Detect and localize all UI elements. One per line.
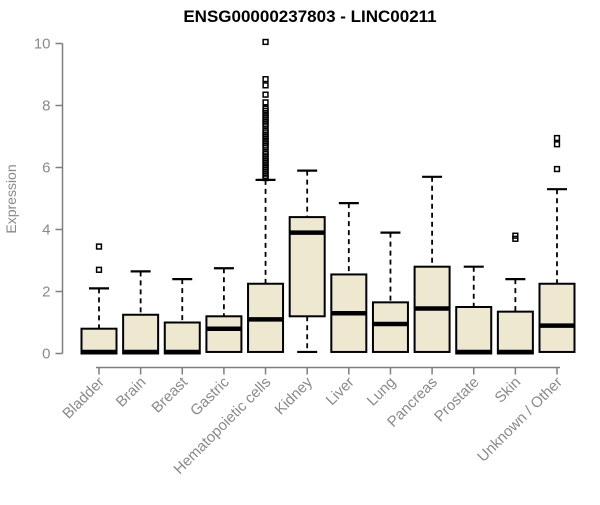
- box: [163, 321, 201, 355]
- box: [122, 313, 160, 355]
- y-axis-title: Expression: [3, 164, 19, 233]
- y-tick-label: 4: [42, 222, 50, 239]
- x-category-label: Prostate: [431, 374, 483, 426]
- box: [538, 282, 576, 353]
- outlier-point: [95, 266, 103, 273]
- x-category-label: Lung: [364, 374, 400, 410]
- outlier-point: [262, 91, 269, 98]
- box: [496, 310, 534, 355]
- y-tick-label: 0: [42, 346, 50, 363]
- box: [455, 306, 493, 355]
- x-category-label: Liver: [323, 374, 358, 409]
- outlier-point: [553, 141, 561, 148]
- y-tick-label: 8: [42, 98, 50, 115]
- x-category-label: Bladder: [59, 374, 108, 423]
- y-tick-label: 10: [34, 36, 51, 53]
- outlier-point: [262, 82, 269, 89]
- outlier-point: [512, 235, 519, 242]
- outlier-point: [262, 38, 269, 46]
- x-category-label: Kidney: [272, 373, 317, 418]
- x-category-label: Brain: [113, 374, 150, 411]
- chart-title: ENSG00000237803 - LINC00211: [183, 7, 436, 26]
- outlier-point: [553, 134, 561, 142]
- box: [80, 327, 118, 355]
- box: [205, 315, 243, 353]
- outlier-point: [262, 174, 269, 182]
- box: [371, 301, 409, 353]
- y-tick-label: 2: [42, 284, 50, 301]
- y-tick-label: 6: [42, 160, 50, 177]
- outlier-point: [262, 99, 269, 106]
- outlier-point: [95, 243, 103, 250]
- x-category-label: Skin: [492, 374, 525, 407]
- outlier-point: [262, 76, 269, 83]
- outlier-point: [553, 165, 561, 173]
- x-category-label: Breast: [148, 373, 191, 416]
